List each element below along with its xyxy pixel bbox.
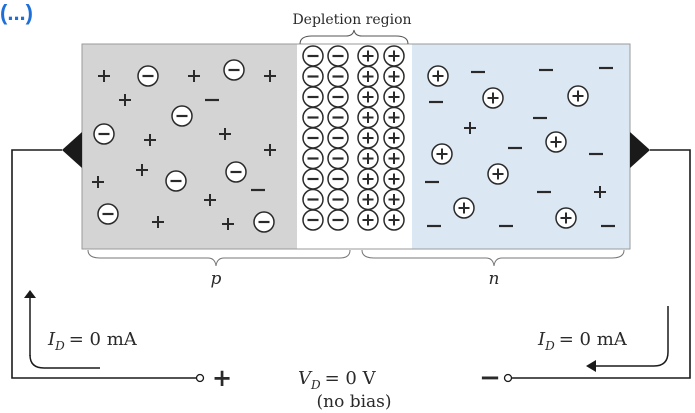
- depletion-positive-ion-sign: [388, 214, 400, 226]
- hole-charge: [222, 218, 234, 230]
- hole-charge: [219, 128, 231, 140]
- depletion-region-label: Depletion region: [292, 12, 411, 28]
- depletion-positive-ion-sign: [388, 132, 400, 144]
- n-brace: [361, 249, 625, 267]
- depletion-positive-ion-sign: [388, 173, 400, 185]
- no-bias-label: (no bias): [316, 392, 391, 412]
- depletion-positive-ion-sign: [388, 112, 400, 123]
- hole-charge: [98, 70, 110, 82]
- hole-charge: [204, 194, 216, 206]
- charge-carriers: [92, 45, 615, 233]
- header-fragment: (...): [0, 0, 33, 25]
- left-wire: [11, 149, 196, 379]
- hole-charge: [119, 94, 131, 106]
- hole-charge: [188, 70, 200, 82]
- n-label: n: [489, 269, 500, 289]
- left-terminal: [62, 132, 82, 168]
- hole-charge: [264, 70, 276, 82]
- minority-hole: [594, 186, 606, 198]
- donor-ion-sign: [560, 212, 572, 224]
- donor-ion-sign: [572, 90, 584, 102]
- depletion-positive-ion-sign: [388, 71, 400, 82]
- plus-terminal-sign: +: [212, 363, 232, 392]
- donor-ion-sign: [492, 168, 504, 180]
- depletion-positive-ion-sign: [362, 71, 374, 82]
- depletion-positive-ion-sign: [388, 194, 400, 205]
- hole-charge: [136, 164, 148, 176]
- depletion-positive-ion-sign: [362, 153, 374, 164]
- donor-ion-sign: [436, 148, 448, 160]
- p-brace: [87, 249, 351, 267]
- right-terminal-node: [503, 373, 513, 383]
- hole-charge: [264, 144, 276, 156]
- depletion-positive-ion-sign: [362, 132, 374, 144]
- p-label: p: [211, 269, 222, 289]
- hole-charge: [144, 134, 156, 146]
- voltage-label: VD = 0 V: [298, 368, 377, 392]
- hole-charge: [92, 176, 104, 188]
- depletion-positive-ion-sign: [362, 214, 374, 226]
- right-terminal: [630, 132, 650, 168]
- minus-terminal-sign: −: [479, 363, 501, 393]
- hole-charge: [152, 216, 164, 228]
- left-current-arrow: [29, 354, 100, 369]
- left-terminal-node: [195, 373, 205, 383]
- depletion-positive-ion-sign: [388, 153, 400, 164]
- right-current-arrowhead: [586, 360, 596, 372]
- right-current-arrow: [596, 306, 669, 367]
- depletion-positive-ion-sign: [362, 112, 374, 123]
- depletion-positive-ion-sign: [362, 173, 374, 185]
- depletion-positive-ion-sign: [388, 91, 400, 103]
- donor-ion-sign: [432, 70, 444, 82]
- right-current-label: ID = 0 mA: [537, 329, 628, 353]
- minority-hole: [464, 122, 476, 134]
- donor-ion-sign: [458, 202, 470, 214]
- right-wire: [512, 149, 691, 379]
- depletion-positive-ion-sign: [388, 50, 400, 62]
- depletion-positive-ion-sign: [362, 91, 374, 103]
- donor-ion-sign: [487, 92, 499, 104]
- depletion-brace: [299, 29, 409, 45]
- donor-ion-sign: [550, 136, 562, 148]
- depletion-positive-ion-sign: [362, 194, 374, 205]
- left-current-arrowhead: [24, 290, 36, 298]
- depletion-positive-ion-sign: [362, 50, 374, 62]
- left-current-label: ID = 0 mA: [47, 329, 138, 353]
